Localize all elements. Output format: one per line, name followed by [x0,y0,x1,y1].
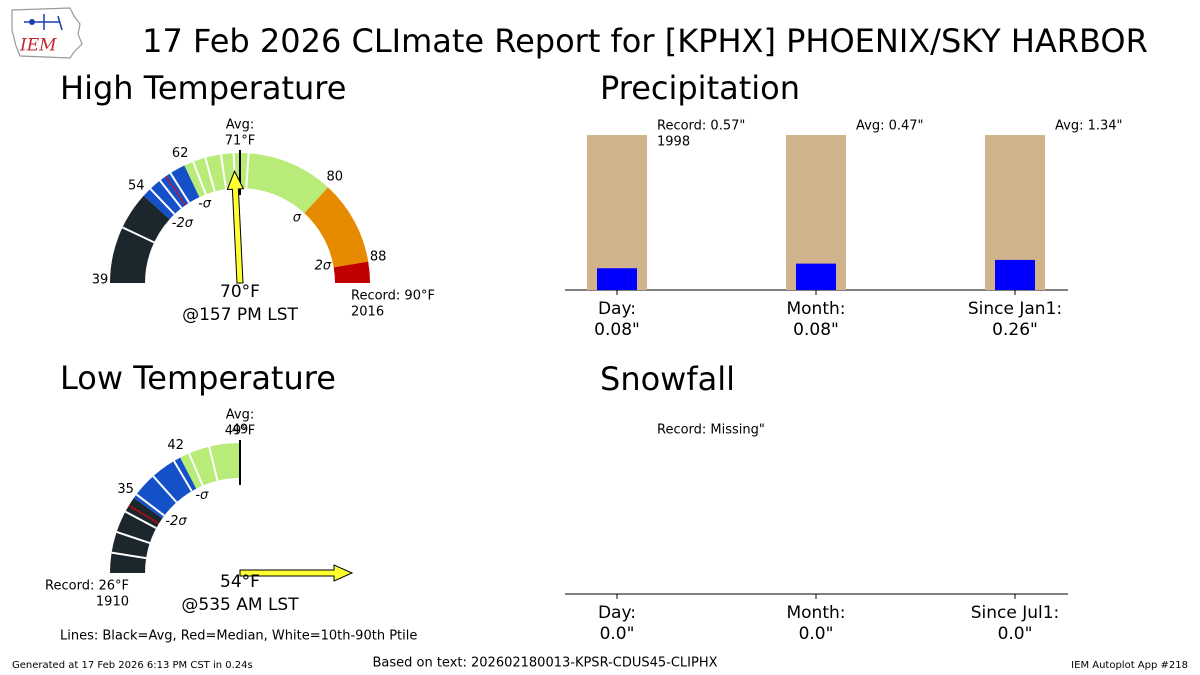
sigma-label: -2σ [165,514,187,529]
sigma-label: 2σ [315,259,332,274]
pointer [226,169,245,284]
app-note: IEM Autoplot App #218 [1071,660,1188,671]
gauge-band [143,165,200,220]
logo-icon [24,14,63,31]
avg-value-label: 71°F [225,134,256,149]
percentile-line [245,153,250,189]
percentile-line [152,475,178,503]
panel-title: High Temperature [60,69,346,107]
legend-note: Lines: Black=Avg, Red=Median, White=10th… [60,629,417,644]
main-title: 17 Feb 2026 CLImate Report for [KPHX] PH… [142,22,1148,60]
avg-value-label: 49°F [225,424,256,439]
x-tick-label: Month: [786,299,845,319]
logo-text: IEM [19,36,57,56]
percentile-line [124,510,157,530]
x-tick-label: Month: [786,603,845,623]
observed-time: @157 PM LST [182,305,298,325]
percentile-line [116,531,151,544]
panel-title: Snowfall [600,360,735,398]
value-label: 0.0" [998,624,1033,644]
value-label: 0.0" [600,624,635,644]
percentile-line [208,446,219,481]
bar [597,268,637,290]
gauge-band [304,187,369,268]
avg-label: Avg: [226,408,254,423]
percentile-line [159,179,183,209]
percentile-line [188,453,204,487]
percentile-line [135,493,165,517]
logo: IEM [11,7,83,59]
panel-title: Precipitation [600,69,800,107]
percentile-line [204,157,216,192]
x-tick-label: Day: [598,299,636,319]
x-tick-label: Day: [598,603,636,623]
value-label: 0.0" [799,624,834,644]
gauge-band [333,261,370,283]
observed-label: 54°F [220,572,260,592]
sigma-label: -σ [195,488,209,503]
value-label: 0.08" [594,320,640,340]
percentile-line [111,551,147,560]
reference-label: Avg: 1.34" [1055,119,1123,134]
x-tick-label: Since Jul1: [971,603,1060,623]
tick-label: 35 [117,482,134,497]
reference-note: 1998 [657,135,690,150]
tick-label: 62 [172,146,189,161]
percentile-line [219,154,228,190]
tick-label: 80 [327,169,344,184]
observed-label: 70°F [220,282,260,302]
reference-label: Record: Missing" [657,423,765,438]
gauge-band [180,443,240,489]
x-tick-label: Since Jan1: [968,299,1062,319]
reference-label: Avg: 0.47" [856,119,924,134]
percentile-line [122,226,155,244]
reference-label: Record: 0.57" [657,119,745,134]
sigma-label: σ [293,211,302,226]
percentile-line [169,172,191,204]
reference-bar [587,135,647,290]
bar [995,259,1035,290]
tick-label: 42 [167,438,184,453]
sigma-label: -σ [198,197,212,212]
record-year: 1910 [96,595,129,610]
value-label: 0.26" [992,320,1038,340]
generated-note: Generated at 17 Feb 2026 6:13 PM CST in … [12,660,253,671]
value-label: 0.08" [793,320,839,340]
sigma-label: -2σ [172,216,194,231]
tick-label: 54 [128,178,145,193]
gauge-band [110,195,170,283]
bar [796,263,836,290]
source-note: Based on text: 202602180013-KPSR-CDUS45-… [372,656,717,671]
tick-label: 39 [92,273,109,288]
percentile-line [192,161,207,195]
percentile-line [149,188,176,215]
record-label: Record: 90°F [351,289,435,304]
gauge-band [184,152,329,214]
observed-time: @535 AM LST [181,595,299,615]
record-year: 2016 [351,305,384,320]
pointer [239,564,354,582]
percentile-line [173,460,193,492]
tick-label: 88 [370,249,387,264]
record-label: Record: 26°F [45,579,129,594]
avg-label: Avg: [226,118,254,133]
tick-label: 49 [232,423,249,438]
panel-title: Low Temperature [60,359,336,397]
